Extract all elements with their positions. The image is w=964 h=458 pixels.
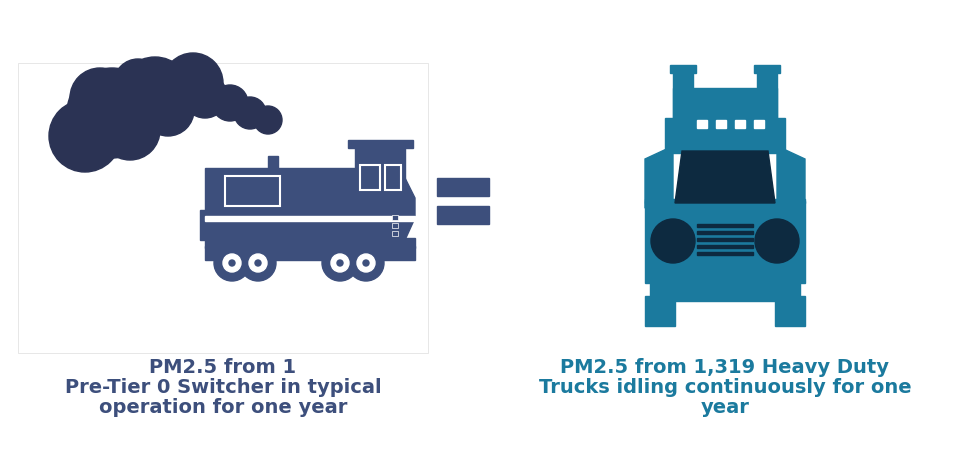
Bar [775,296,805,326]
Circle shape [348,245,384,281]
Bar [670,65,696,73]
Bar [348,140,413,148]
Circle shape [234,97,266,129]
Circle shape [755,219,799,263]
Bar [645,199,805,203]
Polygon shape [385,178,415,240]
Bar [757,68,777,118]
Bar [697,231,753,234]
Circle shape [249,254,267,272]
Bar [393,222,401,240]
Bar [205,238,415,248]
FancyBboxPatch shape [385,165,401,190]
Text: year: year [701,398,749,417]
Circle shape [119,57,191,129]
Bar [205,216,415,221]
Bar [200,210,208,240]
Circle shape [651,219,695,263]
Circle shape [163,53,223,113]
Circle shape [142,84,194,136]
Circle shape [254,106,282,134]
FancyBboxPatch shape [18,63,428,353]
Circle shape [100,100,160,160]
Circle shape [229,260,235,266]
Bar [697,238,753,241]
Bar [754,120,764,128]
Circle shape [357,254,375,272]
Text: Trucks idling continuously for one: Trucks idling continuously for one [539,378,911,397]
Circle shape [255,260,261,266]
Polygon shape [675,151,775,203]
Text: operation for one year: operation for one year [99,398,347,417]
Bar [205,168,390,240]
Bar [645,296,675,326]
Bar [220,244,275,252]
Bar [392,223,398,228]
Circle shape [240,245,276,281]
Bar [650,283,800,301]
Circle shape [337,260,343,266]
Bar [697,120,707,128]
Polygon shape [777,146,805,208]
Bar [645,201,805,283]
Circle shape [183,74,227,118]
FancyBboxPatch shape [360,165,380,190]
Circle shape [214,245,250,281]
Bar [205,246,415,260]
Bar [225,176,280,206]
Bar [754,65,780,73]
Bar [437,206,489,224]
Bar [268,156,278,170]
Circle shape [212,85,248,121]
Bar [697,245,753,248]
Bar [355,143,405,228]
Circle shape [322,245,358,281]
Circle shape [114,59,162,107]
Bar [673,88,777,118]
Bar [665,118,785,153]
Circle shape [70,68,130,128]
Text: Pre-Tier 0 Switcher in typical: Pre-Tier 0 Switcher in typical [65,378,382,397]
Bar [392,231,398,236]
Bar [735,120,745,128]
Bar [328,244,383,252]
Circle shape [363,260,369,266]
Bar [392,215,398,220]
Circle shape [49,100,121,172]
Bar [716,120,726,128]
Circle shape [223,254,241,272]
Polygon shape [645,146,673,208]
Circle shape [67,68,157,158]
Bar [697,252,753,255]
Bar [697,224,753,227]
Bar [673,68,693,118]
Text: PM2.5 from 1,319 Heavy Duty: PM2.5 from 1,319 Heavy Duty [560,358,890,377]
Circle shape [331,254,349,272]
Text: PM2.5 from 1: PM2.5 from 1 [149,358,297,377]
Bar [437,178,489,196]
